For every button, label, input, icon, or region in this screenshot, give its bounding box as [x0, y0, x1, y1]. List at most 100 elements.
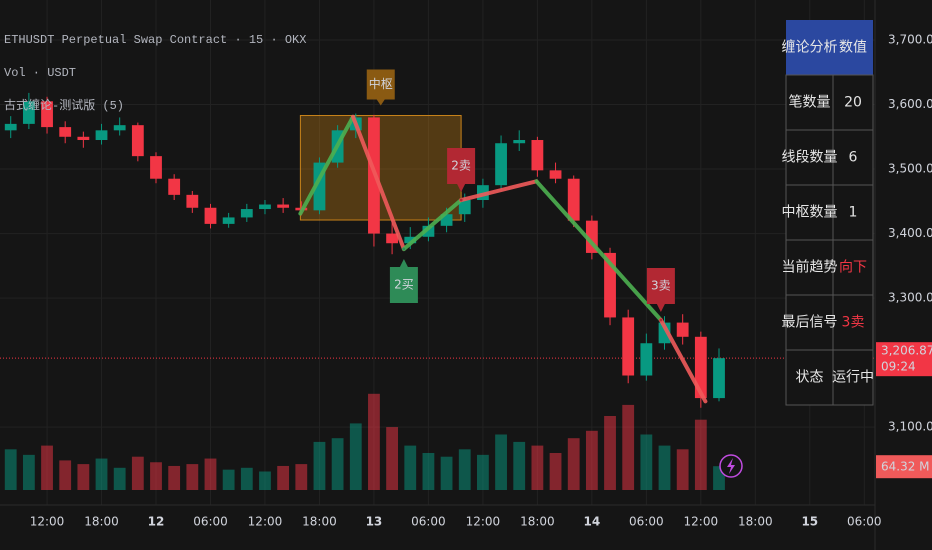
y-tick-label: 3,500.00: [888, 162, 932, 176]
candle-body: [59, 127, 72, 137]
signal-point: [459, 198, 463, 202]
x-tick-label: 06:00: [847, 515, 882, 529]
candle-body: [531, 140, 544, 171]
volume-bar: [113, 467, 126, 490]
panel-value: 1: [849, 205, 858, 221]
volume-bar: [422, 453, 435, 490]
x-tick-label: 15: [801, 515, 818, 529]
signal-point: [402, 247, 406, 251]
volume-bar: [640, 434, 653, 490]
volume-bar: [549, 453, 562, 490]
volume-bar: [259, 471, 271, 490]
candle-body: [222, 217, 235, 224]
x-tick-label: 12:00: [30, 515, 65, 529]
signal-tag: [389, 259, 418, 304]
y-tick-label: 3,700.00: [888, 33, 932, 47]
candle-body: [422, 225, 435, 237]
volume-bar: [59, 460, 72, 490]
candle-body: [41, 101, 53, 128]
candle-body: [259, 204, 271, 210]
volume-bar: [676, 449, 689, 490]
volume-bar: [150, 462, 162, 490]
volume-bar: [240, 467, 253, 490]
panel-key: 当前趋势: [782, 259, 838, 276]
bi-stroke: [401, 198, 464, 252]
volume-bar: [222, 469, 235, 490]
countdown-label: 09:24: [881, 360, 916, 374]
panel-key: 最后信号: [782, 315, 838, 331]
panel-row-bg: [785, 349, 874, 406]
candle-body: [440, 214, 453, 226]
panel-row-bg: [785, 129, 874, 186]
panel-header-cell: 数值: [839, 40, 867, 56]
volume-bar: [131, 456, 144, 490]
candle-body: [513, 140, 526, 144]
y-tick-label: 3,300.00: [888, 291, 932, 305]
signal-tag: [646, 268, 675, 313]
candle-body: [113, 125, 126, 131]
candle-body: [640, 343, 653, 376]
panel-key: 线段数量: [782, 150, 838, 166]
volume-bar: [295, 464, 308, 490]
x-tick-label: 18:00: [738, 515, 773, 529]
candle-body: [567, 178, 580, 221]
volume-bar: [458, 449, 471, 490]
zhongshu-tag-box: [366, 69, 395, 106]
x-tick-label: 18:00: [84, 515, 119, 529]
volume-bar: [313, 441, 326, 490]
panel-row-bg: [785, 74, 874, 131]
volume-bar: [204, 458, 217, 490]
candle-body: [150, 156, 162, 179]
last-volume-tag: [876, 455, 932, 479]
last-price-tag: [876, 342, 932, 377]
panel-value: 运行中: [832, 370, 874, 386]
candle-body: [4, 123, 17, 131]
signal-tag: [447, 148, 476, 193]
panel-header-cell: 缠论分析: [782, 39, 838, 56]
candle-body: [240, 209, 253, 218]
volume-title: Vol · USDT: [4, 66, 76, 80]
panel-value: 3卖: [842, 315, 865, 331]
x-tick-label: 14: [584, 515, 601, 529]
bi-stroke: [351, 114, 406, 252]
last-volume-label: 64.32 M: [881, 460, 930, 474]
y-tick-label: 3,600.00: [888, 97, 932, 111]
bi-stroke: [534, 179, 663, 323]
candle-body: [404, 236, 417, 244]
panel-header-bg: [786, 20, 873, 75]
volume-bar: [513, 441, 526, 490]
volume-bar: [331, 438, 344, 490]
volume-bar: [95, 458, 108, 490]
symbol-title: ETHUSDT Perpetual Swap Contract · 15 · O…: [4, 33, 306, 47]
candle-body: [277, 204, 290, 208]
volume-bar: [22, 454, 35, 490]
y-tick-label: 3,100.00: [888, 420, 932, 434]
volume-bar: [531, 445, 544, 490]
candle-body: [458, 200, 471, 215]
candle-body: [22, 101, 35, 124]
x-tick-label: 12:00: [466, 515, 501, 529]
indicator-title: 古式缠论-测试版 (5): [4, 97, 124, 113]
panel-key: 中枢数量: [782, 205, 838, 221]
x-tick-label: 12:00: [248, 515, 283, 529]
alert-bolt: [727, 458, 735, 474]
volume-bar: [477, 454, 489, 490]
bi-stroke: [658, 318, 708, 404]
candle-body: [95, 130, 108, 141]
candle-body: [676, 322, 689, 337]
candle-body: [622, 317, 635, 376]
candle-body: [495, 143, 507, 186]
x-tick-label: 13: [366, 515, 383, 529]
candle-body: [168, 178, 181, 195]
candle-body: [186, 194, 199, 208]
candle-body: [313, 162, 326, 211]
volume-bar: [604, 416, 616, 490]
panel-row-bg: [785, 239, 874, 296]
signal-point: [659, 318, 663, 322]
signal-label: 3卖: [651, 279, 671, 293]
candle-body: [713, 358, 725, 399]
candle-body: [658, 322, 671, 344]
panel-key: 状态: [796, 370, 824, 386]
volume-bar: [386, 427, 398, 490]
candle-body: [604, 252, 616, 318]
